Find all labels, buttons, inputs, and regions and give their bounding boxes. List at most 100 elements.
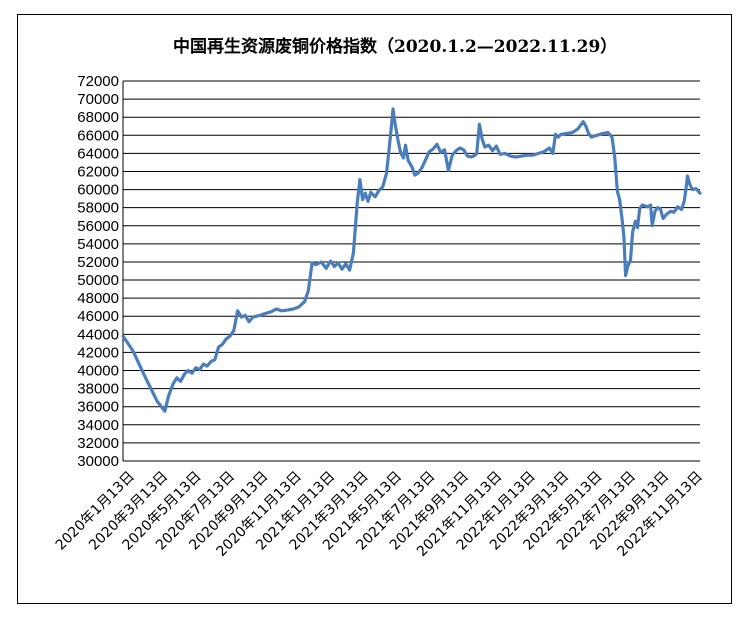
- data-point: [624, 274, 627, 277]
- data-point: [270, 310, 273, 313]
- data-point: [531, 154, 534, 157]
- data-point: [559, 133, 562, 136]
- data-point: [297, 306, 300, 309]
- data-point: [348, 269, 351, 272]
- data-point: [613, 156, 616, 159]
- data-point: [537, 152, 540, 155]
- data-point: [131, 349, 134, 352]
- y-tick-label: 50000: [77, 272, 119, 289]
- y-tick-label: 58000: [77, 200, 119, 217]
- data-point: [413, 174, 416, 177]
- data-point: [620, 215, 623, 218]
- data-point: [571, 131, 574, 134]
- data-point: [404, 144, 407, 147]
- data-point: [361, 198, 364, 201]
- data-point: [396, 138, 399, 141]
- data-point: [240, 316, 243, 319]
- y-tick-label: 62000: [77, 163, 119, 180]
- data-point: [417, 172, 420, 175]
- data-point: [487, 144, 490, 147]
- data-point: [601, 132, 604, 135]
- y-tick-label: 60000: [77, 182, 119, 199]
- data-point: [595, 134, 598, 137]
- data-point: [629, 259, 632, 262]
- y-tick-label: 46000: [77, 308, 119, 325]
- data-point: [462, 148, 465, 151]
- data-point: [665, 213, 668, 216]
- data-point: [202, 363, 205, 366]
- data-point: [411, 166, 414, 169]
- data-point: [358, 178, 361, 181]
- chart-frame: 中国再生资源废铜价格指数（2020.1.2—2022.11.29） 30000 3…: [17, 14, 732, 604]
- data-point: [236, 309, 239, 312]
- data-point: [307, 289, 310, 292]
- data-point: [684, 188, 687, 191]
- data-point: [183, 373, 186, 376]
- data-point: [229, 335, 232, 338]
- data-point: [388, 147, 391, 150]
- data-point: [458, 147, 461, 150]
- data-point: [325, 267, 328, 270]
- data-point: [495, 145, 498, 148]
- data-point: [455, 149, 458, 152]
- data-point: [344, 262, 347, 265]
- y-tick-label: 34000: [77, 417, 119, 434]
- data-point: [587, 132, 590, 135]
- data-point: [618, 198, 621, 201]
- data-point: [481, 137, 484, 140]
- data-point: [659, 207, 662, 210]
- data-point: [631, 231, 634, 234]
- y-tick-label: 68000: [77, 109, 119, 126]
- data-point: [638, 207, 641, 210]
- data-point: [695, 187, 698, 190]
- data-point: [543, 150, 546, 153]
- gridlines: [123, 80, 700, 444]
- y-tick-label: 52000: [77, 254, 119, 271]
- data-point: [264, 312, 267, 315]
- y-tick-label: 30000: [77, 453, 119, 470]
- y-tick-label: 56000: [77, 218, 119, 235]
- data-point: [385, 172, 388, 175]
- data-point: [470, 156, 473, 159]
- data-point: [451, 154, 454, 157]
- data-point: [584, 125, 587, 128]
- data-point: [163, 410, 166, 413]
- data-point: [622, 235, 625, 238]
- y-tick-label: 70000: [77, 91, 119, 108]
- data-point: [483, 146, 486, 149]
- data-point: [333, 265, 336, 268]
- data-point: [275, 308, 278, 311]
- data-point: [688, 183, 691, 186]
- data-point: [172, 383, 175, 386]
- data-point: [258, 314, 261, 317]
- data-point: [656, 206, 659, 209]
- data-point: [526, 154, 529, 157]
- data-point: [582, 120, 585, 123]
- data-point: [251, 316, 254, 319]
- data-point: [499, 153, 502, 156]
- y-tick-label: 44000: [77, 326, 119, 343]
- data-point: [394, 123, 397, 126]
- data-point: [676, 205, 679, 208]
- data-point: [662, 217, 665, 220]
- data-point: [377, 189, 380, 192]
- data-point: [352, 251, 355, 254]
- data-point: [225, 337, 228, 340]
- data-point: [364, 192, 367, 195]
- data-point: [428, 150, 431, 153]
- y-tick-label: 48000: [77, 290, 119, 307]
- data-point: [576, 128, 579, 131]
- data-point: [554, 133, 557, 136]
- data-point: [504, 152, 507, 155]
- data-point: [514, 156, 517, 159]
- data-point: [436, 143, 439, 146]
- data-point: [143, 374, 146, 377]
- data-point: [191, 372, 194, 375]
- data-point: [194, 366, 197, 369]
- data-point: [636, 226, 639, 229]
- data-point: [320, 261, 323, 264]
- data-point: [217, 346, 220, 349]
- data-point: [292, 308, 295, 311]
- data-point: [520, 155, 523, 158]
- data-point: [156, 400, 159, 403]
